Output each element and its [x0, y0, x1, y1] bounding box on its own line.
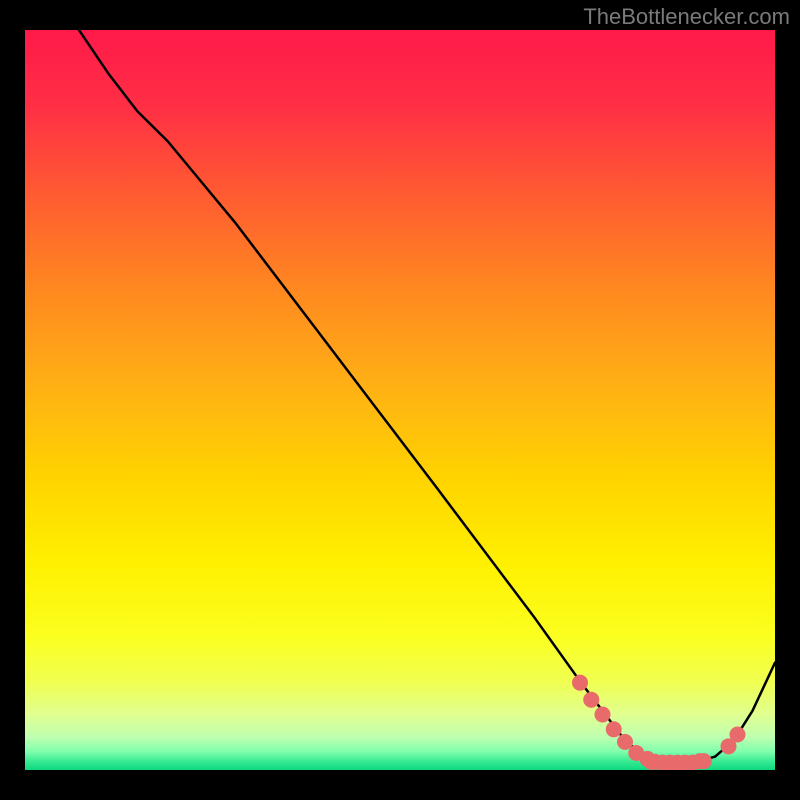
marker-point	[655, 755, 671, 770]
marker-point	[617, 734, 633, 750]
marker-point	[670, 755, 686, 770]
marker-point	[595, 707, 611, 723]
attribution-text: TheBottlenecker.com	[583, 4, 790, 30]
marker-point	[662, 755, 678, 770]
marker-point	[692, 753, 708, 769]
marker-point	[640, 751, 656, 767]
marker-point	[606, 721, 622, 737]
marker-point	[647, 754, 663, 770]
marker-point	[685, 755, 701, 770]
marker-point	[572, 675, 588, 691]
marker-point	[696, 753, 712, 769]
marker-point	[628, 745, 644, 761]
plot-area	[25, 30, 775, 770]
chart-svg	[25, 30, 775, 770]
marker-point	[643, 754, 659, 770]
marker-point	[677, 755, 693, 770]
marker-point	[583, 692, 599, 708]
marker-point	[730, 726, 746, 742]
curve-line	[79, 30, 775, 763]
chart-container: TheBottlenecker.com	[0, 0, 800, 800]
marker-point	[721, 738, 737, 754]
